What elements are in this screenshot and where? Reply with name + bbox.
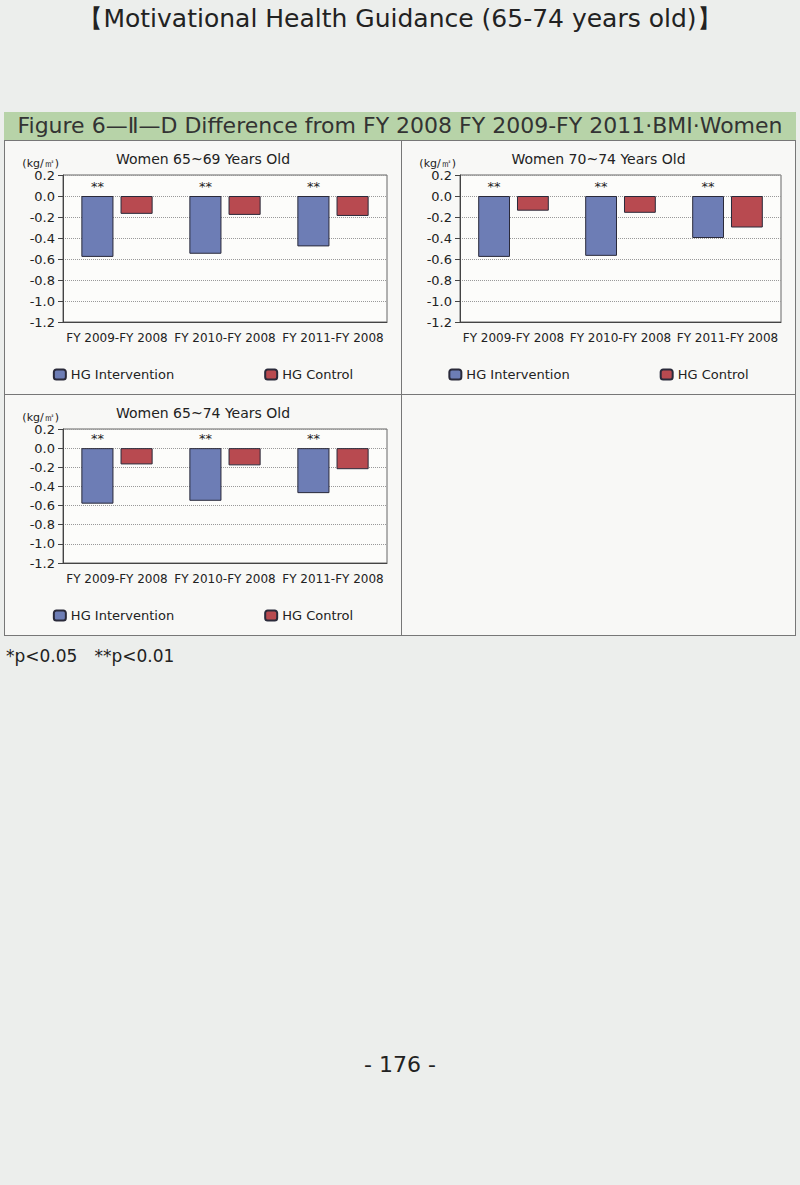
svg-text:HG Intervention: HG Intervention [71,367,174,382]
svg-text:FY 2010-FY 2008: FY 2010-FY 2008 [570,331,672,345]
svg-text:**: ** [199,431,213,446]
svg-text:-0.6: -0.6 [30,498,55,513]
svg-text:**: ** [199,179,213,194]
svg-text:0.0: 0.0 [34,189,55,204]
svg-text:(kg/㎡): (kg/㎡) [22,156,59,170]
svg-text:Women 65~69 Years Old: Women 65~69 Years Old [116,151,290,167]
svg-text:HG Control: HG Control [282,608,353,623]
svg-text:**: ** [702,179,716,194]
svg-text:FY 2009-FY 2008: FY 2009-FY 2008 [463,331,565,345]
svg-text:-0.2: -0.2 [30,210,55,225]
svg-text:0.2: 0.2 [34,422,55,437]
svg-text:-0.8: -0.8 [30,273,55,288]
svg-text:(kg/㎡): (kg/㎡) [22,410,59,424]
svg-text:FY 2011-FY 2008: FY 2011-FY 2008 [282,331,384,345]
svg-text:0.2: 0.2 [431,168,452,183]
svg-text:Women 70~74 Years Old: Women 70~74 Years Old [511,151,685,167]
svg-text:-0.6: -0.6 [427,252,452,267]
svg-text:FY 2010-FY 2008: FY 2010-FY 2008 [174,331,276,345]
svg-text:**: ** [91,179,105,194]
svg-text:0.0: 0.0 [431,189,452,204]
svg-text:HG Control: HG Control [282,367,353,382]
svg-text:(kg/㎡): (kg/㎡) [419,156,456,170]
svg-text:Women 65~74 Years Old: Women 65~74 Years Old [116,405,290,421]
html-text:*p<0.05 **p<0.01: *p<0.05 **p<0.01 [6,646,175,666]
svg-text:FY 2009-FY 2008: FY 2009-FY 2008 [66,572,168,586]
svg-text:**: ** [91,431,105,446]
svg-text:FY 2009-FY 2008: FY 2009-FY 2008 [66,331,168,345]
svg-text:-0.2: -0.2 [30,460,55,475]
svg-text:HG Control: HG Control [678,367,749,382]
svg-text:**: ** [307,179,321,194]
html-text:- 176 -: - 176 - [364,1052,436,1077]
svg-text:FY 2010-FY 2008: FY 2010-FY 2008 [174,572,276,586]
svg-text:FY 2011-FY 2008: FY 2011-FY 2008 [677,331,779,345]
svg-text:-0.4: -0.4 [30,231,55,246]
svg-text:-0.8: -0.8 [30,517,55,532]
svg-text:-0.8: -0.8 [427,273,452,288]
svg-text:-1.2: -1.2 [30,556,55,571]
svg-text:HG Intervention: HG Intervention [71,608,174,623]
svg-text:FY 2011-FY 2008: FY 2011-FY 2008 [282,572,384,586]
svg-text:-1.0: -1.0 [427,294,452,309]
svg-text:-0.6: -0.6 [30,252,55,267]
html-text:Figure 6—Ⅱ—D Difference from F: Figure 6—Ⅱ—D Difference from FY 2008 FY … [17,113,783,138]
svg-text:-0.2: -0.2 [427,210,452,225]
html-text:【Motivational Health Guidance: 【Motivational Health Guidance (65-74 yea… [78,4,722,33]
svg-text:-1.0: -1.0 [30,294,55,309]
svg-text:HG Intervention: HG Intervention [466,367,569,382]
svg-text:-1.0: -1.0 [30,536,55,551]
svg-text:**: ** [595,179,609,194]
svg-text:-0.4: -0.4 [427,231,452,246]
svg-text:**: ** [488,179,502,194]
svg-text:**: ** [307,431,321,446]
svg-text:0.2: 0.2 [34,168,55,183]
svg-text:-1.2: -1.2 [427,315,452,330]
svg-text:-1.2: -1.2 [30,315,55,330]
svg-text:0.0: 0.0 [34,441,55,456]
svg-text:-0.4: -0.4 [30,479,55,494]
